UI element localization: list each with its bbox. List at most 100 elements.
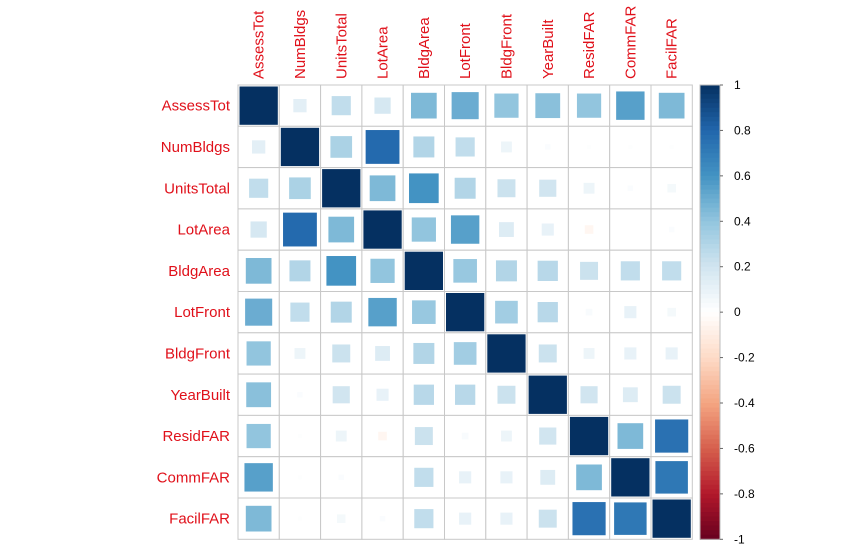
correlation-square-AssessTot-BldgArea <box>411 92 437 119</box>
colorbar-segment <box>700 353 720 359</box>
correlation-square-UnitsTotal-AssessTot <box>249 178 269 198</box>
colorbar-tick-label: -0.2 <box>734 351 755 365</box>
correlation-square-BldgArea-YearBuilt <box>537 260 558 281</box>
correlation-square-NumBldgs-UnitsTotal <box>330 136 353 158</box>
colorbar-segment <box>700 462 720 468</box>
colorbar-tick-label: 0.2 <box>734 260 751 274</box>
correlation-square-FacilFAR-YearBuilt <box>538 509 557 528</box>
row-label-YearBuilt: YearBuilt <box>171 387 231 404</box>
colorbar-segment <box>700 112 720 118</box>
correlation-square-NumBldgs-ResidFAR <box>587 145 591 149</box>
correlation-square-BldgFront-BldgArea <box>413 342 435 364</box>
correlation-square-ResidFAR-AssessTot <box>246 423 271 449</box>
colorbar-tick-label: 1 <box>734 78 741 92</box>
correlation-square-NumBldgs-AssessTot <box>252 140 266 154</box>
correlation-square-NumBldgs-LotFront <box>455 137 475 157</box>
grid-cell <box>650 125 693 169</box>
colorbar-segment <box>700 334 720 341</box>
correlation-square-UnitsTotal-NumBldgs <box>289 177 311 200</box>
colorbar-segment <box>700 284 720 291</box>
correlation-square-CommFAR-ResidFAR <box>576 464 602 491</box>
colorbar-segment <box>700 489 720 495</box>
colorbar-segment <box>700 475 720 481</box>
colorbar-segment <box>700 144 720 150</box>
correlation-square-BldgArea-LotFront <box>453 259 477 283</box>
colorbar-segment <box>700 357 720 363</box>
colorbar-segment <box>700 180 720 186</box>
correlation-square-LotArea-NumBldgs <box>283 212 317 247</box>
colorbar-segment <box>700 516 720 522</box>
colorbar-segment <box>700 244 720 250</box>
colorbar-tick-label: 0.4 <box>734 214 751 228</box>
column-label-ResidFAR: ResidFAR <box>581 11 598 79</box>
correlation-square-BldgFront-FacilFAR <box>665 347 678 360</box>
colorbar-segment <box>700 107 720 113</box>
correlation-square-YearBuilt-BldgArea <box>413 384 434 405</box>
colorbar-segment <box>700 98 720 104</box>
correlation-square-AssessTot-LotArea <box>374 97 391 114</box>
colorbar-tick-label: -0.8 <box>734 487 755 501</box>
colorbar-segment <box>700 421 720 427</box>
column-label-FacilFAR: FacilFAR <box>664 18 681 79</box>
column-label-CommFAR: CommFAR <box>622 5 639 79</box>
colorbar-segment <box>700 507 720 513</box>
colorbar-segment <box>700 207 720 213</box>
correlation-square-LotFront-BldgArea <box>412 300 436 324</box>
colorbar-segment <box>700 212 720 218</box>
colorbar-segment <box>700 452 720 459</box>
correlation-square-YearBuilt-NumBldgs <box>297 392 303 398</box>
grid-cell <box>526 84 569 127</box>
colorbar-segment <box>700 121 720 127</box>
colorbar-segment <box>700 189 720 195</box>
correlation-square-YearBuilt-UnitsTotal <box>332 386 350 404</box>
correlation-square-BldgArea-FacilFAR <box>662 261 682 281</box>
correlation-square-NumBldgs-CommFAR <box>628 145 633 149</box>
correlation-square-BldgArea-BldgArea <box>404 251 443 290</box>
colorbar-segment <box>700 216 720 222</box>
colorbar-segment <box>700 239 720 245</box>
colorbar-segment <box>700 330 720 336</box>
colorbar-segment <box>700 271 720 277</box>
row-label-UnitsTotal: UnitsTotal <box>164 180 230 197</box>
correlation-square-ResidFAR-LotArea <box>378 431 387 441</box>
colorbar-segment <box>700 116 720 122</box>
correlation-square-CommFAR-FacilFAR <box>655 461 688 494</box>
colorbar-segment <box>700 403 720 409</box>
colorbar-segment <box>700 221 720 227</box>
correlation-square-LotFront-CommFAR <box>624 306 637 319</box>
colorbar-segment <box>700 234 720 241</box>
correlation-square-YearBuilt-CommFAR <box>622 387 638 403</box>
correlation-square-LotArea-AssessTot <box>250 221 267 238</box>
correlation-square-UnitsTotal-UnitsTotal <box>322 169 361 208</box>
correlation-square-LotFront-UnitsTotal <box>330 301 352 323</box>
correlation-square-ResidFAR-BldgFront <box>501 430 512 442</box>
colorbar-segment <box>700 134 720 141</box>
correlation-square-BldgArea-UnitsTotal <box>326 256 357 286</box>
correlation-square-BldgFront-UnitsTotal <box>332 344 351 363</box>
correlation-square-FacilFAR-CommFAR <box>614 502 647 535</box>
colorbar-segment <box>700 89 720 95</box>
correlation-square-CommFAR-BldgArea <box>414 467 434 487</box>
correlation-square-UnitsTotal-BldgFront <box>497 179 516 198</box>
correlation-square-BldgFront-AssessTot <box>246 341 271 366</box>
colorbar-segment <box>700 225 720 231</box>
column-label-BldgArea: BldgArea <box>416 17 433 79</box>
colorbar-segment <box>700 175 720 182</box>
colorbar-segment <box>700 534 720 540</box>
correlation-square-YearBuilt-LotArea <box>376 388 389 401</box>
colorbar-tick-label: 0.8 <box>734 123 751 137</box>
colorbar-tick-label: 0 <box>734 305 741 319</box>
row-label-ResidFAR: ResidFAR <box>162 428 230 445</box>
correlation-square-AssessTot-CommFAR <box>616 91 645 120</box>
colorbar-segment <box>700 425 720 431</box>
colorbar-segment <box>700 389 720 395</box>
correlation-square-YearBuilt-AssessTot <box>246 382 272 408</box>
correlation-square-AssessTot-FacilFAR <box>658 92 685 119</box>
grid-cell <box>609 208 652 251</box>
colorbar-segment <box>700 94 720 100</box>
colorbar-segment <box>700 430 720 436</box>
colorbar-segment <box>700 398 720 404</box>
correlation-square-AssessTot-AssessTot <box>239 86 278 125</box>
correlation-square-CommFAR-LotFront <box>459 471 472 484</box>
